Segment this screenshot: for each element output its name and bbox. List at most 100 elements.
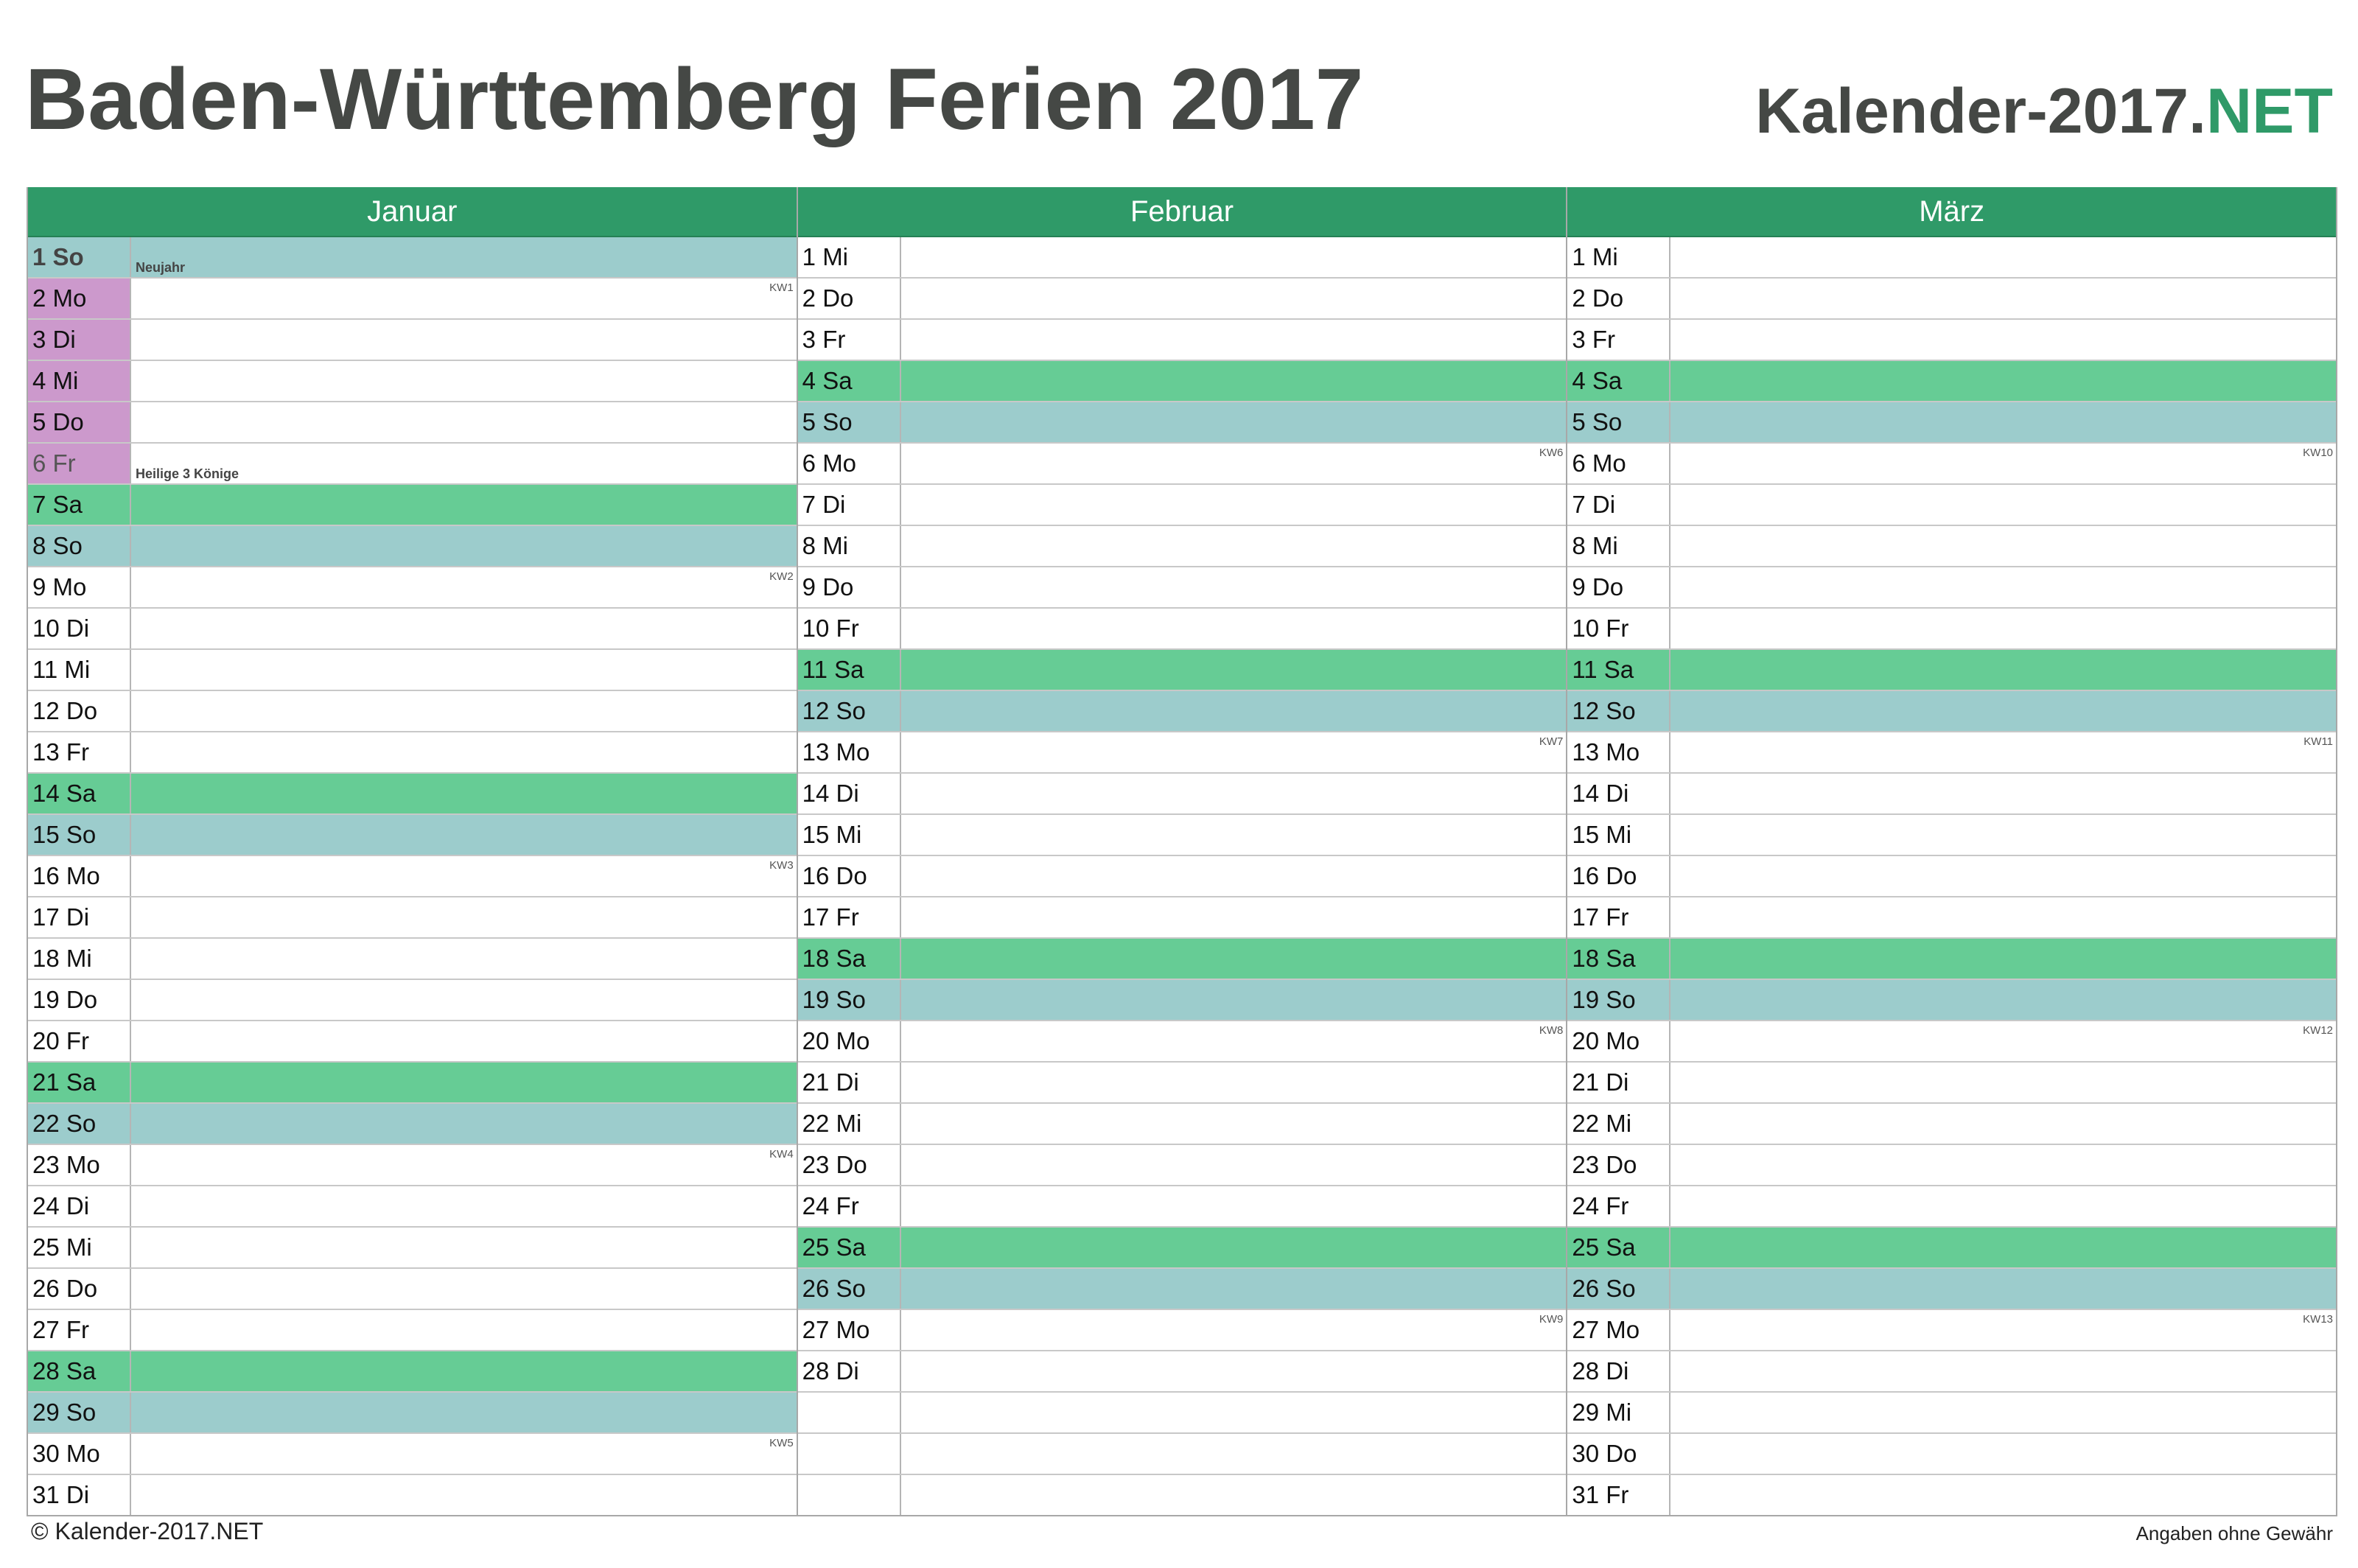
- day-row: 14 Di: [797, 774, 1567, 815]
- day-row: 5 Do: [28, 402, 797, 444]
- day-entry-cell: [1670, 691, 2336, 731]
- day-entry-cell: [901, 237, 1567, 277]
- day-entry-cell: [131, 1351, 797, 1391]
- week-number: KW9: [1539, 1313, 1564, 1326]
- day-entry-cell: [131, 1269, 797, 1309]
- day-entry-cell: [901, 609, 1567, 648]
- day-entry-cell: [131, 897, 797, 937]
- day-label: 22 Mi: [1567, 1104, 1671, 1144]
- week-number: KW10: [2303, 447, 2334, 459]
- day-row: 27 Fr: [28, 1310, 797, 1351]
- day-row: 10 Fr: [1567, 609, 2337, 650]
- month-header: März: [1567, 187, 2337, 237]
- month-column: März 1 Mi 2 Do 3 Fr 4 Sa 5 So 6 Mo KW10 7 Di 8 Mi…: [1566, 187, 2338, 1515]
- day-label: 10 Fr: [798, 609, 901, 648]
- day-row: 2 Mo KW1: [28, 279, 797, 320]
- day-entry-cell: KW9: [901, 1310, 1567, 1350]
- day-label: 1 So: [28, 237, 131, 277]
- day-row: 21 Di: [797, 1063, 1567, 1104]
- day-entry-cell: [901, 320, 1567, 360]
- day-row: 27 Mo KW9: [797, 1310, 1567, 1351]
- day-label: 4 Mi: [28, 361, 131, 401]
- day-label: 6 Mo: [1567, 444, 1671, 483]
- day-entry-cell: [131, 361, 797, 401]
- day-entry-cell: KW8: [901, 1021, 1567, 1061]
- day-label: 21 Sa: [28, 1063, 131, 1102]
- day-entry-cell: [131, 939, 797, 979]
- month-header: Februar: [797, 187, 1567, 237]
- day-entry-cell: [1670, 1063, 2336, 1102]
- day-entry-cell: [901, 774, 1567, 813]
- day-row: 19 So: [797, 980, 1567, 1021]
- day-label: 6 Mo: [798, 444, 901, 483]
- day-label: 15 Mi: [1567, 815, 1671, 855]
- day-entry-cell: [131, 1310, 797, 1350]
- day-entry-cell: [901, 1475, 1567, 1515]
- day-entry-cell: [901, 815, 1567, 855]
- day-label: 10 Fr: [1567, 609, 1671, 648]
- day-row: 7 Di: [797, 485, 1567, 526]
- day-label: 23 Mo: [28, 1145, 131, 1185]
- day-entry-cell: KW11: [1670, 732, 2336, 772]
- day-label: 10 Di: [28, 609, 131, 648]
- day-row: 8 Mi: [1567, 526, 2337, 567]
- day-label: 26 So: [798, 1269, 901, 1309]
- day-entry-cell: [1670, 1393, 2336, 1432]
- day-row: 3 Fr: [1567, 320, 2337, 361]
- day-entry-cell: [1670, 1104, 2336, 1144]
- holiday-note: Heilige 3 Könige: [136, 466, 239, 481]
- day-label: 18 Sa: [798, 939, 901, 979]
- day-label: 7 Sa: [28, 485, 131, 525]
- day-row: 2 Do: [1567, 279, 2337, 320]
- day-row: 26 So: [797, 1269, 1567, 1310]
- day-row: 16 Mo KW3: [28, 856, 797, 897]
- day-label: 22 So: [28, 1104, 131, 1144]
- day-label: 18 Mi: [28, 939, 131, 979]
- day-entry-cell: [901, 1104, 1567, 1144]
- day-label: 5 Do: [28, 402, 131, 442]
- day-label: 23 Do: [798, 1145, 901, 1185]
- day-label: 23 Do: [1567, 1145, 1671, 1185]
- day-entry-cell: [1670, 609, 2336, 648]
- day-label: 17 Di: [28, 897, 131, 937]
- day-row: 22 Mi: [1567, 1104, 2337, 1145]
- day-row: 25 Mi: [28, 1228, 797, 1269]
- day-row: 29 Mi: [1567, 1393, 2337, 1434]
- day-row: 2 Do: [797, 279, 1567, 320]
- day-entry-cell: [901, 1145, 1567, 1185]
- day-row: 24 Di: [28, 1186, 797, 1228]
- day-label: 14 Sa: [28, 774, 131, 813]
- footer-disclaimer: Angaben ohne Gewähr: [2135, 1522, 2333, 1544]
- day-row: 3 Fr: [797, 320, 1567, 361]
- day-label: 7 Di: [1567, 485, 1671, 525]
- day-row: 16 Do: [1567, 856, 2337, 897]
- day-entry-cell: [1670, 1269, 2336, 1309]
- day-row: 15 Mi: [1567, 815, 2337, 856]
- day-row: 9 Mo KW2: [28, 567, 797, 609]
- day-entry-cell: [1670, 237, 2336, 277]
- day-label: [798, 1475, 901, 1515]
- day-row: 18 Sa: [1567, 939, 2337, 980]
- day-row: 20 Fr: [28, 1021, 797, 1063]
- day-row: 30 Mo KW5: [28, 1434, 797, 1475]
- day-row: 1 Mi: [797, 237, 1567, 279]
- day-row: 21 Di: [1567, 1063, 2337, 1104]
- day-row: 9 Do: [797, 567, 1567, 609]
- day-entry-cell: [131, 1021, 797, 1061]
- day-entry-cell: [1670, 485, 2336, 525]
- day-entry-cell: [1670, 939, 2336, 979]
- day-label: 6 Fr: [28, 444, 131, 483]
- day-row: 7 Sa: [28, 485, 797, 526]
- day-entry-cell: [1670, 279, 2336, 318]
- day-row: 17 Fr: [1567, 897, 2337, 939]
- day-entry-cell: [131, 980, 797, 1020]
- day-label: 8 Mi: [1567, 526, 1671, 566]
- day-entry-cell: [131, 1104, 797, 1144]
- day-entry-cell: [901, 526, 1567, 566]
- day-entry-cell: [901, 939, 1567, 979]
- day-row: 8 So: [28, 526, 797, 567]
- day-entry-cell: [901, 1228, 1567, 1267]
- day-label: 3 Di: [28, 320, 131, 360]
- day-label: 14 Di: [798, 774, 901, 813]
- day-label: 26 So: [1567, 1269, 1671, 1309]
